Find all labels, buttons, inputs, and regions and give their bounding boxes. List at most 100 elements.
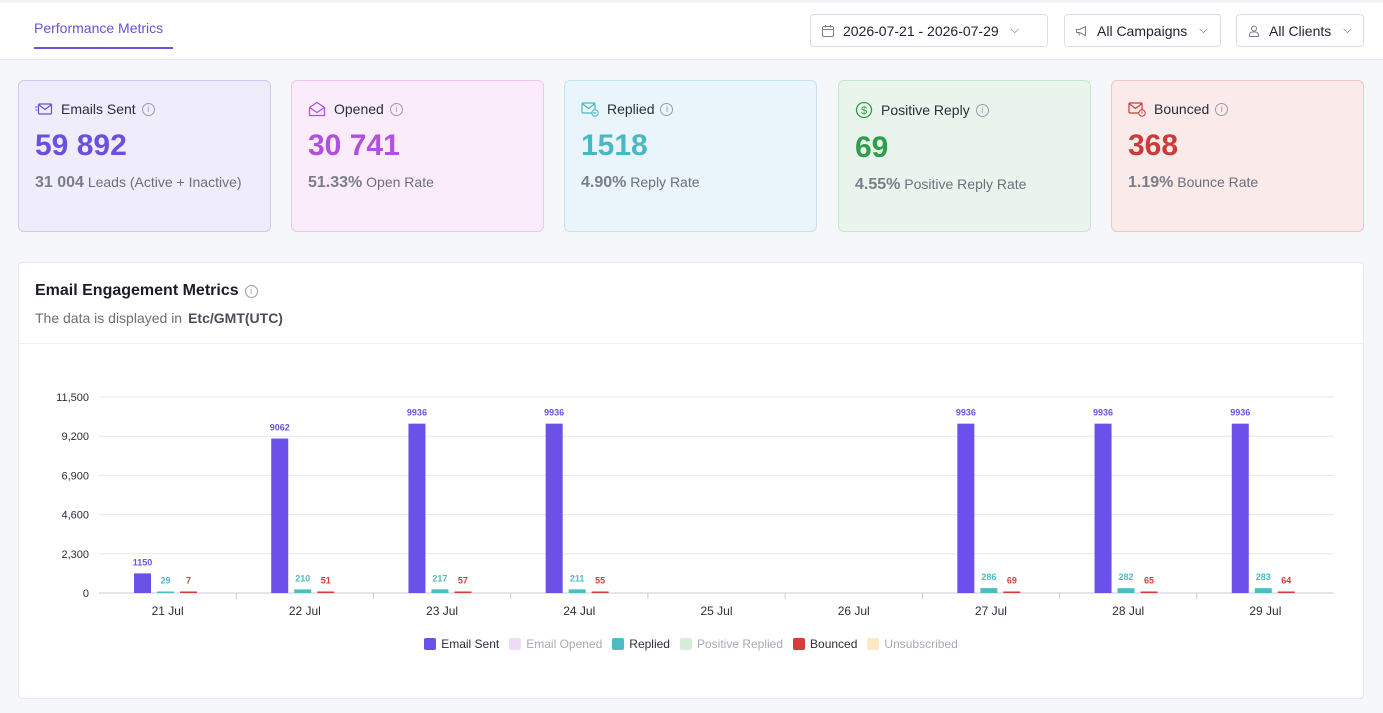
data-label: 217 bbox=[432, 573, 447, 583]
legend-label: Email Opened bbox=[526, 637, 603, 651]
x-tick-label: 25 Jul bbox=[700, 604, 732, 618]
engagement-panel: Email Engagement Metrics i The data is d… bbox=[18, 262, 1364, 699]
data-label: 283 bbox=[1256, 572, 1271, 582]
info-icon[interactable]: i bbox=[244, 284, 258, 298]
data-label: 9936 bbox=[1230, 408, 1250, 418]
legend-swatch bbox=[509, 638, 522, 650]
email-replied-icon bbox=[581, 102, 599, 117]
y-tick-label: 2,300 bbox=[61, 549, 89, 561]
bar-email-sent bbox=[1094, 423, 1112, 593]
bar-email-sent bbox=[1231, 423, 1249, 593]
chart-legend: Email Sent Email Opened Replied Positive Re… bbox=[19, 637, 1363, 651]
x-tick-label: 22 Jul bbox=[289, 604, 321, 618]
x-tick-label: 23 Jul bbox=[426, 604, 458, 618]
card-label: Emails Sent bbox=[61, 101, 136, 117]
email-sent-icon bbox=[35, 103, 53, 115]
legend-swatch bbox=[793, 638, 806, 650]
user-icon bbox=[1249, 25, 1259, 37]
panel-subtitle: The data is displayed in Etc/GMT(UTC) bbox=[35, 310, 283, 326]
svg-text:$: $ bbox=[861, 105, 867, 117]
data-label: 64 bbox=[1281, 576, 1291, 586]
bar-bounced bbox=[1140, 591, 1158, 593]
bar-email-sent bbox=[134, 573, 151, 593]
legend-label: Positive Replied bbox=[696, 637, 784, 651]
card-subtext: 51.33% Open Rate bbox=[308, 174, 434, 191]
data-label: 9062 bbox=[270, 423, 290, 433]
bar-replied bbox=[1117, 588, 1135, 593]
card-opened: Opened i 30 741 51.33% Open Rate bbox=[291, 80, 544, 232]
x-tick-label: 27 Jul bbox=[975, 604, 1007, 618]
x-tick-label: 28 Jul bbox=[1112, 604, 1144, 618]
data-label: 9936 bbox=[956, 408, 976, 418]
data-label: 211 bbox=[570, 573, 585, 583]
bar-replied bbox=[157, 591, 174, 593]
clients-filter[interactable]: All Clients ⌵ bbox=[1236, 14, 1364, 47]
info-icon[interactable]: i bbox=[389, 102, 403, 116]
email-opened-icon bbox=[308, 101, 326, 117]
card-label: Positive Reply bbox=[881, 102, 970, 118]
data-label: 7 bbox=[186, 576, 191, 586]
info-icon[interactable]: i bbox=[975, 103, 989, 117]
legend-item[interactable]: Unsubscribed bbox=[867, 637, 958, 651]
bar-email-sent bbox=[957, 423, 975, 593]
clients-value: All Clients bbox=[1269, 22, 1332, 39]
card-subtext: 4.55% Positive Reply Rate bbox=[855, 176, 1027, 193]
bar-bounced bbox=[180, 591, 197, 593]
card-subtext: 1.19% Bounce Rate bbox=[1128, 174, 1259, 191]
bar-replied bbox=[431, 589, 449, 593]
x-tick-label: 29 Jul bbox=[1249, 604, 1281, 618]
y-tick-label: 11,500 bbox=[56, 392, 89, 404]
panel-title: Email Engagement Metrics i bbox=[35, 282, 258, 300]
date-range-value: 2026-07-21 - 2026-07-29 bbox=[843, 22, 999, 39]
card-subtext: 31 004 Leads (Active + Inactive) bbox=[35, 174, 242, 191]
engagement-bar-chart: 0 2,300 4,600 6,900 9,200 11,500 21 Jul 1150 29 7… bbox=[56, 392, 1334, 618]
info-icon[interactable]: i bbox=[1215, 102, 1229, 116]
bar-email-sent bbox=[545, 423, 563, 593]
chevron-down-icon: ⌵ bbox=[1010, 24, 1020, 36]
data-label: 9936 bbox=[544, 408, 564, 418]
y-tick-label: 0 bbox=[83, 588, 89, 600]
card-value: 1518 bbox=[581, 129, 648, 162]
legend-swatch bbox=[679, 638, 692, 650]
legend-item[interactable]: Email Opened bbox=[509, 637, 602, 651]
info-icon[interactable]: i bbox=[660, 102, 674, 116]
bar-replied bbox=[980, 588, 998, 593]
top-bar: Performance Metrics 2026-07-21 - 2026-07… bbox=[0, 0, 1383, 60]
email-bounced-icon bbox=[1128, 102, 1146, 117]
legend-item[interactable]: Replied bbox=[612, 637, 670, 651]
data-label: 57 bbox=[458, 576, 468, 586]
legend-item[interactable]: Bounced bbox=[793, 637, 857, 651]
data-label: 210 bbox=[295, 573, 310, 583]
bar-email-sent bbox=[408, 423, 426, 593]
data-label: 55 bbox=[595, 576, 605, 586]
y-tick-label: 6,900 bbox=[61, 470, 89, 482]
chevron-down-icon: ⌵ bbox=[1199, 24, 1208, 36]
info-icon[interactable]: i bbox=[141, 102, 155, 116]
panel-title-text: Email Engagement Metrics bbox=[35, 282, 239, 299]
date-range-filter[interactable]: 2026-07-21 - 2026-07-29 ⌵ bbox=[810, 14, 1048, 47]
legend-label: Replied bbox=[629, 637, 670, 651]
legend-swatch bbox=[867, 638, 880, 650]
card-bounced: Bounced i 368 1.19% Bounce Rate bbox=[1111, 80, 1364, 232]
bar-replied bbox=[1254, 588, 1272, 593]
y-tick-label: 9,200 bbox=[61, 431, 89, 443]
x-tick-label: 21 Jul bbox=[152, 604, 184, 618]
card-subtext: 4.90% Reply Rate bbox=[581, 174, 700, 191]
campaigns-filter[interactable]: All Campaigns ⌵ bbox=[1064, 14, 1221, 47]
legend-swatch bbox=[612, 638, 625, 650]
legend-label: Bounced bbox=[810, 637, 858, 651]
x-tick-label: 24 Jul bbox=[563, 604, 595, 618]
y-tick-label: 4,600 bbox=[61, 510, 89, 522]
dollar-icon: $ bbox=[855, 101, 873, 119]
card-value: 368 bbox=[1128, 129, 1179, 162]
tab-performance-metrics[interactable]: Performance Metrics bbox=[34, 20, 164, 36]
x-tick-label: 26 Jul bbox=[838, 604, 870, 618]
card-value: 30 741 bbox=[308, 129, 400, 162]
calendar-icon bbox=[822, 24, 834, 37]
legend-label: Unsubscribed bbox=[884, 637, 958, 651]
bar-email-sent bbox=[271, 438, 289, 593]
data-label: 29 bbox=[160, 576, 170, 586]
legend-item[interactable]: Positive Replied bbox=[679, 637, 784, 651]
panel-subtitle-text: The data is displayed in bbox=[35, 310, 183, 326]
legend-item[interactable]: Email Sent bbox=[424, 637, 499, 651]
